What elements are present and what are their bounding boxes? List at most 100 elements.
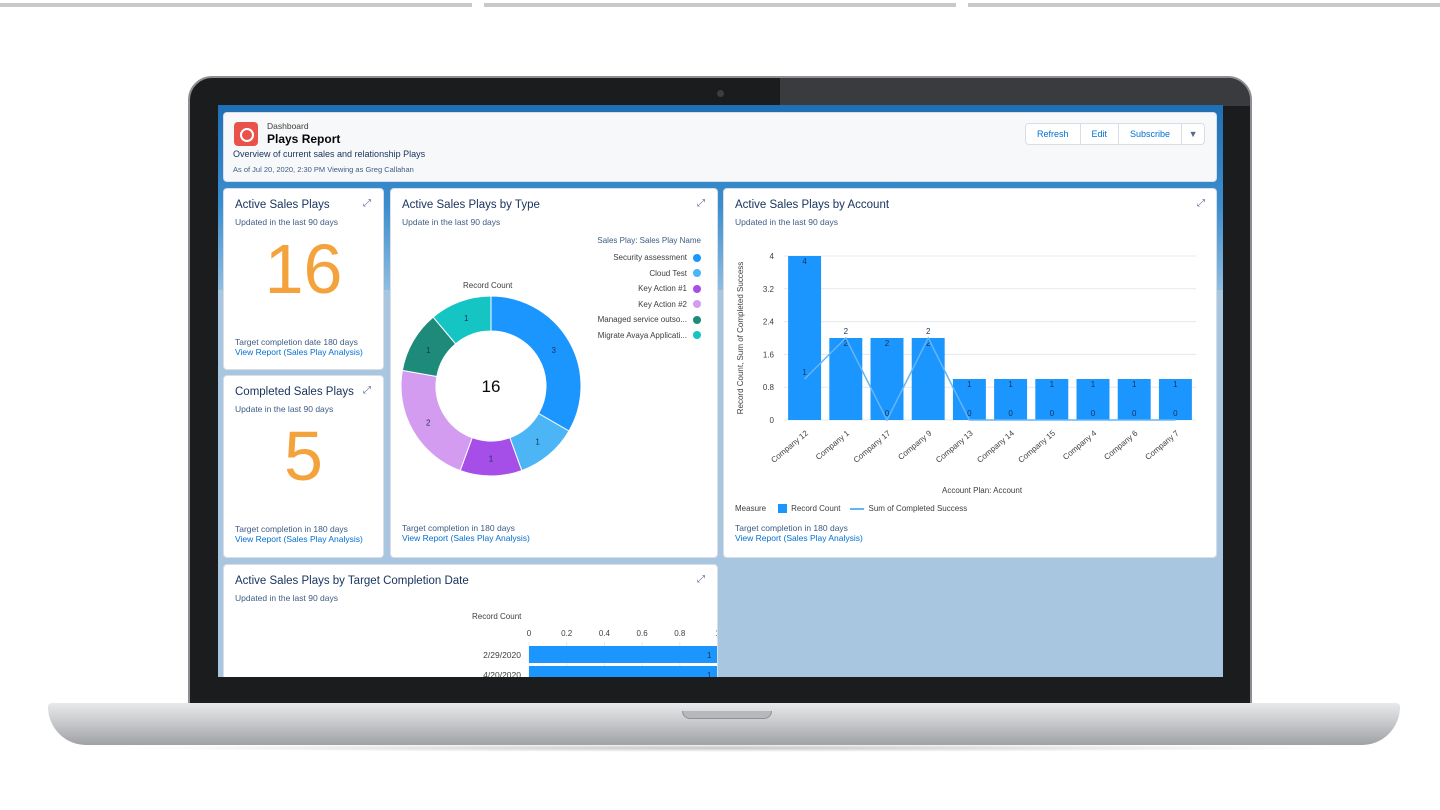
bar-value-label: 2 bbox=[885, 339, 890, 348]
x-tick-label: Company 12 bbox=[769, 428, 810, 464]
legend-item-label: Migrate Avaya Applicati... bbox=[597, 330, 687, 340]
slice-value-label: 1 bbox=[489, 455, 494, 464]
view-report-link[interactable]: View Report (Sales Play Analysis) bbox=[235, 347, 363, 357]
card-title: Active Sales Plays bbox=[235, 199, 330, 211]
laptop-shadow bbox=[110, 744, 1340, 752]
bar bbox=[1035, 379, 1069, 420]
bar-value-label: 1 bbox=[1132, 380, 1137, 389]
bar bbox=[788, 256, 822, 420]
measure-label: Record Count bbox=[463, 281, 513, 290]
view-report-link[interactable]: View Report (Sales Play Analysis) bbox=[735, 533, 863, 543]
slice-value-label: 1 bbox=[535, 438, 540, 447]
top-progress-segment-3 bbox=[968, 3, 1440, 7]
line-value-label: 0 bbox=[967, 409, 972, 418]
expand-icon[interactable]: ⤢ bbox=[363, 385, 371, 396]
bar-value-label: 1 bbox=[707, 651, 712, 660]
x-tick-label: Company 14 bbox=[975, 428, 1016, 464]
card-sales-plays-by-account: Active Sales Plays by Account Updated in… bbox=[723, 188, 1217, 558]
donut-slice bbox=[432, 295, 492, 345]
y-tick-label: 4/20/2020 bbox=[483, 670, 521, 677]
card-subtitle: Updated in the last 90 days bbox=[235, 217, 339, 227]
card-completed-sales-plays: Completed Sales Plays Update in the last… bbox=[223, 375, 384, 558]
card-title: Active Sales Plays by Target Completion … bbox=[235, 575, 469, 587]
card-subtitle: Update in the last 90 days bbox=[235, 404, 334, 414]
legend-dot bbox=[693, 284, 701, 293]
legend-completed-success: Sum of Completed Success bbox=[868, 504, 968, 513]
legend-item[interactable]: Security assessment bbox=[613, 253, 701, 262]
metric-value: 5 bbox=[284, 417, 323, 495]
y-tick-label: 2/29/2020 bbox=[483, 650, 521, 660]
completed-success-swatch bbox=[850, 507, 865, 510]
view-report-link[interactable]: View Report (Sales Play Analysis) bbox=[235, 534, 363, 544]
x-tick-label: 1 bbox=[715, 629, 717, 638]
slice-value-label: 1 bbox=[426, 346, 431, 355]
header-button-group: Refresh Edit Subscribe ▼ bbox=[1025, 123, 1206, 145]
legend-dot bbox=[693, 269, 701, 277]
line-value-label: 0 bbox=[885, 409, 890, 418]
card-sales-plays-by-type: Active Sales Plays by Type Update in the… bbox=[390, 188, 718, 558]
legend-item-label: Managed service outso... bbox=[597, 315, 687, 324]
legend-item[interactable]: Managed service outso... bbox=[598, 315, 701, 324]
slice-value-label: 3 bbox=[552, 346, 557, 355]
card-sales-plays-by-date: Active Sales Plays by Target Completion … bbox=[223, 564, 718, 677]
legend-item[interactable]: Key Action #1 bbox=[638, 284, 701, 293]
donut-slice bbox=[490, 295, 582, 432]
legend-item-label: Security assessment bbox=[613, 253, 687, 262]
x-tick-label: 0.2 bbox=[561, 629, 573, 638]
card-footer: Target completion date 180 days bbox=[235, 337, 358, 347]
legend-dot bbox=[693, 331, 701, 339]
bar-value-label: 1 bbox=[1091, 380, 1096, 389]
x-tick-label: 0.8 bbox=[674, 629, 686, 638]
view-report-link[interactable]: View Report (Sales Play Analysis) bbox=[402, 533, 530, 543]
x-tick-label: Company 4 bbox=[1061, 428, 1099, 462]
y-tick-label: 2.4 bbox=[763, 318, 775, 327]
more-actions-dropdown[interactable]: ▼ bbox=[1182, 124, 1204, 144]
x-tick-label: Company 15 bbox=[1017, 428, 1058, 464]
card-title: Active Sales Plays by Type bbox=[402, 199, 540, 211]
legend-title: Sales Play: Sales Play Name bbox=[597, 236, 701, 245]
x-tick-label: Company 9 bbox=[896, 428, 934, 462]
line-value-label: 2 bbox=[844, 327, 849, 336]
x-tick-label: 0.4 bbox=[599, 629, 611, 638]
x-tick-label: Company 1 bbox=[814, 428, 852, 462]
x-tick-label: Company 7 bbox=[1144, 428, 1182, 462]
legend-item-label: Key Action #1 bbox=[638, 284, 687, 293]
expand-icon[interactable]: ⤢ bbox=[697, 574, 705, 585]
date-bar-chart: 00.20.40.60.811.21.41.61.8212/29/202014/… bbox=[483, 629, 717, 677]
legend-item[interactable]: Migrate Avaya Applicati... bbox=[598, 331, 701, 340]
y-axis-label: Record Count, Sum of Completed Success bbox=[736, 262, 745, 415]
slice-value-label: 2 bbox=[426, 418, 431, 427]
refresh-button[interactable]: Refresh bbox=[1026, 124, 1081, 144]
chevron-down-icon: ▼ bbox=[1188, 129, 1198, 139]
card-active-sales-plays: Active Sales Plays Updated in the last 9… bbox=[223, 188, 384, 370]
donut-total: 16 bbox=[482, 377, 501, 396]
edit-button[interactable]: Edit bbox=[1081, 124, 1120, 144]
bar bbox=[529, 666, 717, 677]
x-axis-label: Account Plan: Account bbox=[942, 486, 1023, 495]
legend-item[interactable]: Cloud Test bbox=[649, 269, 701, 278]
bar bbox=[1117, 379, 1151, 420]
card-title: Completed Sales Plays bbox=[235, 386, 354, 398]
donut-slice bbox=[400, 369, 473, 472]
dashboard-header: Dashboard Plays Report Overview of curre… bbox=[223, 112, 1217, 182]
y-tick-label: 1.6 bbox=[763, 350, 775, 359]
legend-item[interactable]: Key Action #2 bbox=[638, 300, 701, 309]
page-title: Plays Report bbox=[267, 132, 341, 146]
expand-icon[interactable]: ⤢ bbox=[1197, 198, 1205, 209]
breadcrumb[interactable]: Dashboard bbox=[267, 121, 309, 131]
x-tick-label: Company 6 bbox=[1102, 428, 1140, 462]
bar-value-label: 1 bbox=[1173, 380, 1178, 389]
card-title: Active Sales Plays by Account bbox=[735, 199, 890, 211]
bar bbox=[829, 338, 863, 420]
card-footer: Target completion in 180 days bbox=[735, 523, 848, 533]
legend-record-count: Record Count bbox=[791, 504, 841, 513]
x-tick-label: Company 13 bbox=[934, 428, 975, 464]
subscribe-button[interactable]: Subscribe bbox=[1119, 124, 1183, 144]
record-count-swatch bbox=[778, 504, 788, 513]
dashboard-icon bbox=[234, 122, 258, 146]
expand-icon[interactable]: ⤢ bbox=[697, 198, 705, 209]
donut-chart: 3 1 1 2 1 1 16 bbox=[400, 295, 582, 477]
expand-icon[interactable]: ⤢ bbox=[363, 198, 371, 209]
top-progress-segment-1 bbox=[0, 3, 472, 7]
bar-value-label: 2 bbox=[844, 339, 849, 348]
